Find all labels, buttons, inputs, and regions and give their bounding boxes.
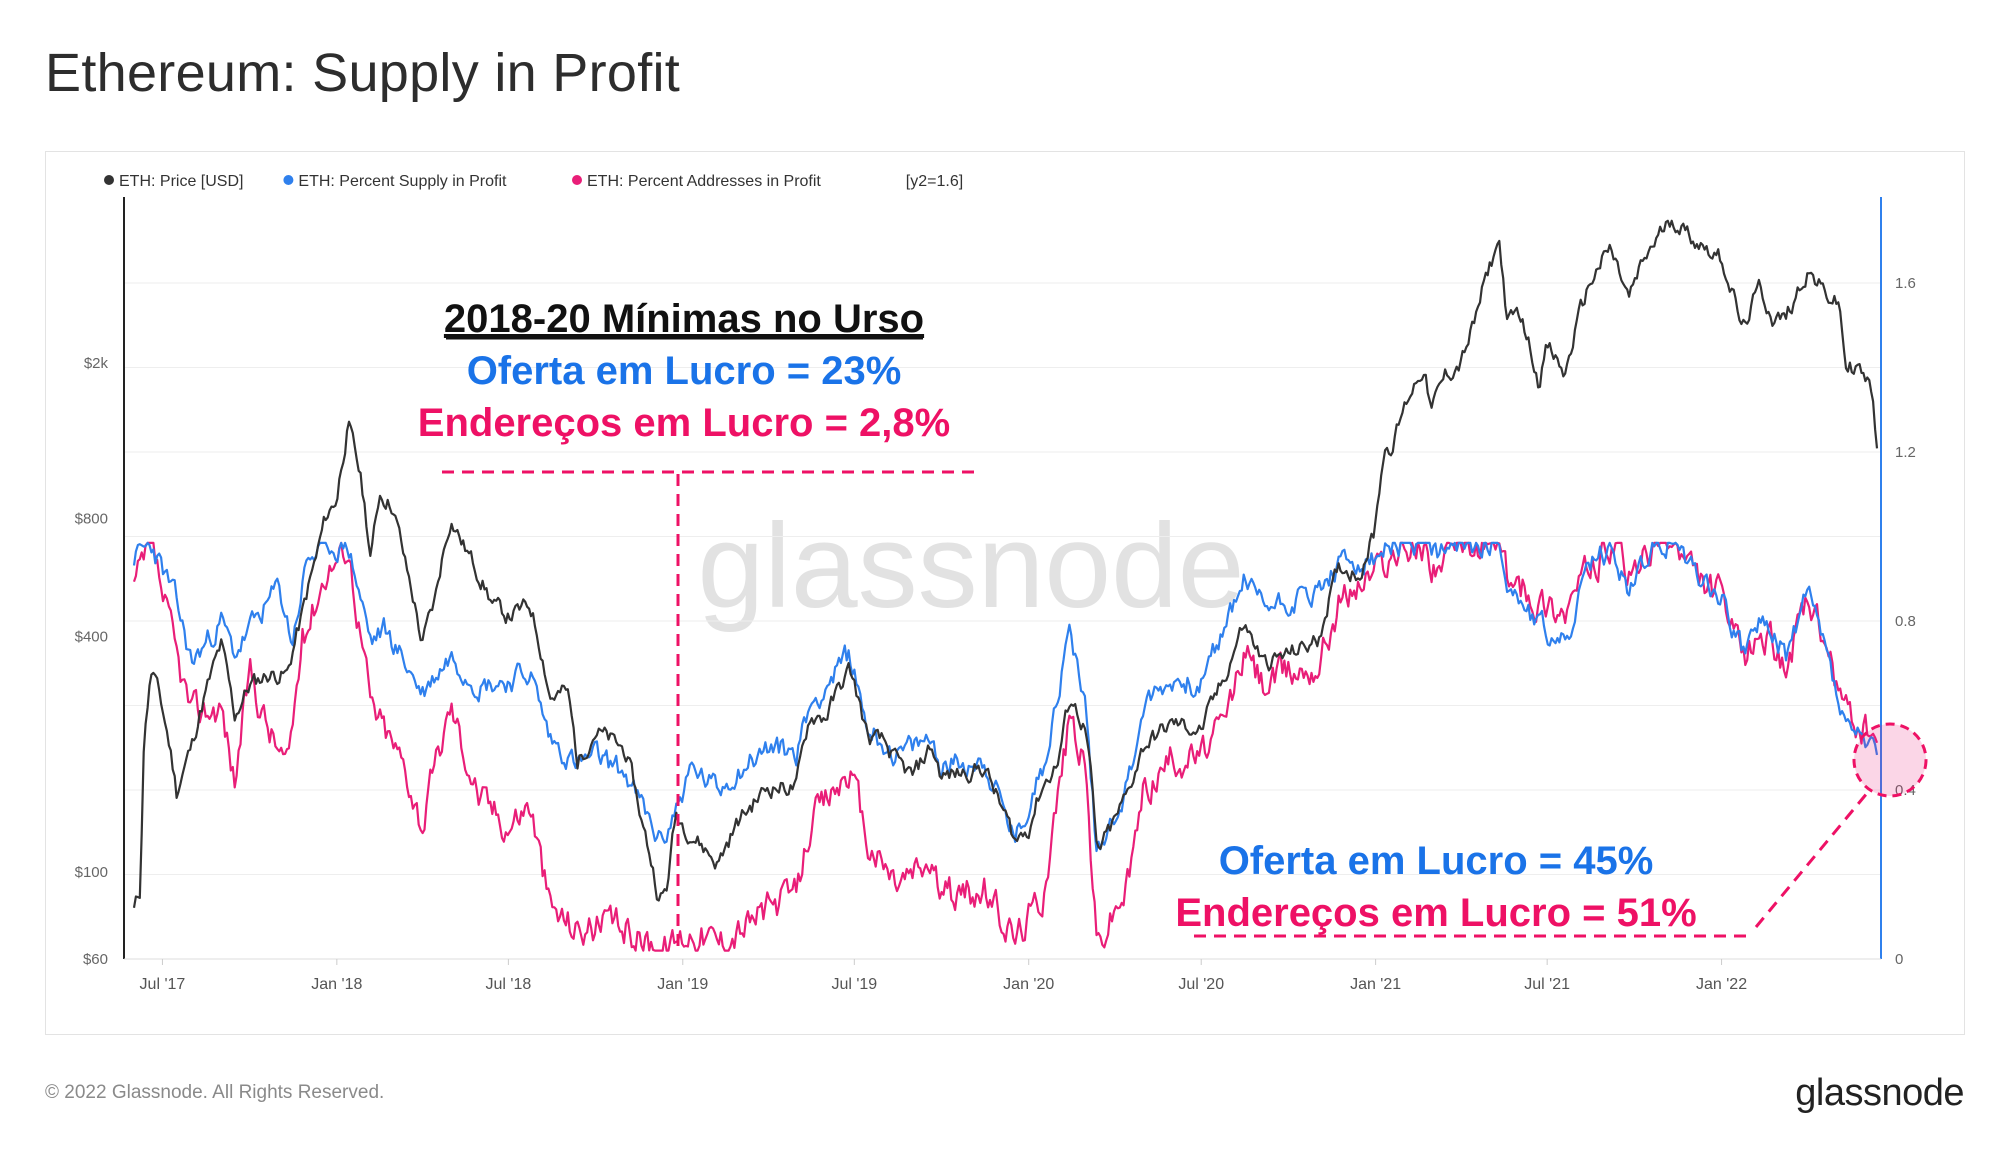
- legend-item[interactable]: [y2=1.6]: [906, 173, 963, 190]
- page-title: Ethereum: Supply in Profit: [45, 43, 681, 103]
- price-line: [132, 219, 1879, 908]
- addresses-in-profit-line: [132, 541, 1879, 952]
- x-tick-label: Jan '20: [1003, 976, 1054, 993]
- legend-item[interactable]: ETH: Percent Supply in Profit: [283, 173, 507, 190]
- x-tick-label: Jul '21: [1524, 976, 1570, 993]
- annotation-pointer-line: [1754, 791, 1870, 928]
- copyright-notice: © 2022 Glassnode. All Rights Reserved.: [45, 1082, 385, 1103]
- legend-item[interactable]: ETH: Price [USD]: [104, 173, 243, 190]
- y-right-tick-label: 0.8: [1895, 613, 1916, 630]
- glassnode-logo: glassnode: [1795, 1072, 1964, 1114]
- legend-marker: [104, 175, 114, 185]
- annotation-bear-lows-title: 2018-20 Mínimas no Urso: [444, 297, 924, 341]
- x-tick-label: Jul '19: [831, 976, 877, 993]
- y-right-tick-label: 0: [1895, 951, 1903, 968]
- legend-item[interactable]: ETH: Percent Addresses in Profit: [572, 173, 821, 190]
- chart-panel: glassnode$60$100$400$800$2k00.40.81.21.6…: [45, 151, 1965, 1035]
- chart: glassnode$60$100$400$800$2k00.40.81.21.6…: [75, 173, 1928, 993]
- y-left-tick-label: $60: [83, 951, 108, 968]
- legend-marker: [283, 175, 294, 185]
- x-tick-label: Jul '18: [486, 976, 532, 993]
- annotation-bear-lows-supply: Oferta em Lucro = 23%: [467, 349, 902, 393]
- y-left-tick-label: $400: [75, 628, 108, 645]
- x-tick-label: Jan '18: [311, 976, 362, 993]
- y-left-tick-label: $800: [75, 511, 108, 528]
- x-tick-label: Jan '21: [1350, 976, 1401, 993]
- legend-label: [y2=1.6]: [906, 173, 963, 190]
- x-tick-label: Jan '19: [657, 976, 708, 993]
- y-right-tick-label: 1.6: [1895, 275, 1916, 292]
- y-right-tick-label: 1.2: [1895, 444, 1916, 461]
- legend-label: ETH: Price [USD]: [119, 173, 243, 190]
- annotation-current-supply: Oferta em Lucro = 45%: [1219, 839, 1654, 883]
- y-left-tick-label: $100: [75, 864, 108, 881]
- watermark: glassnode: [697, 499, 1244, 633]
- x-tick-label: Jul '20: [1178, 976, 1224, 993]
- x-tick-label: Jan '22: [1696, 976, 1747, 993]
- y-left-tick-label: $2k: [84, 355, 109, 372]
- legend-label: ETH: Percent Addresses in Profit: [587, 173, 821, 190]
- annotation-bear-lows-addresses: Endereços em Lucro = 2,8%: [418, 401, 950, 445]
- legend-marker: [572, 175, 582, 185]
- annotation-highlight-circle: [1852, 722, 1928, 798]
- annotation-current-addresses: Endereços em Lucro = 51%: [1175, 891, 1696, 935]
- legend-label: ETH: Percent Supply in Profit: [298, 173, 507, 190]
- x-tick-label: Jul '17: [140, 976, 186, 993]
